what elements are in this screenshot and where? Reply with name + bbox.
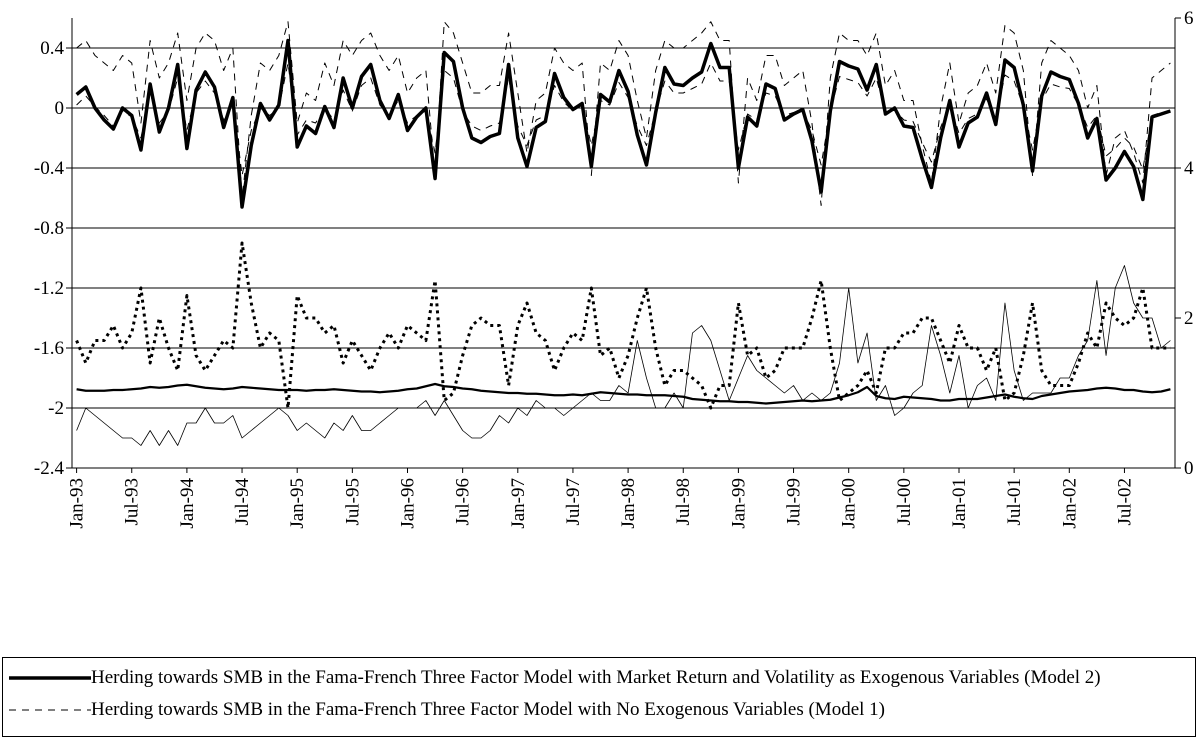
- y-tick-label: 0: [55, 98, 65, 119]
- y-tick-label: -1.6: [34, 338, 64, 359]
- x-tick-label: Jan-00: [839, 478, 860, 529]
- x-tick-label: Jul-95: [342, 478, 363, 526]
- x-tick-label: Jul-02: [1114, 478, 1135, 526]
- x-tick-label: Jan-93: [67, 478, 88, 529]
- legend-swatch: [9, 709, 91, 711]
- x-tick-label: Jan-97: [508, 478, 529, 529]
- x-tick-label: Jan-02: [1059, 478, 1080, 529]
- legend-swatch: [9, 676, 91, 680]
- y2-tick-label: 4: [1184, 158, 1194, 179]
- legend-entry: Herding towards SMB in the Fama-French T…: [3, 698, 1195, 722]
- series-line: [76, 62, 1171, 176]
- x-tick-label: Jul-94: [232, 478, 253, 526]
- y2-tick-label: 2: [1184, 308, 1194, 329]
- y-tick-label: 0.4: [40, 38, 64, 59]
- page: -2.4 -2 -1.6 -1.2 -0.8 -0.4 0 0.4 0 2 4 6 Jan-93 Jul-…: [2, 8, 1196, 737]
- x-tick-label: Jan-96: [397, 478, 418, 529]
- series-line: [76, 382, 1171, 405]
- y2-tick-label: 6: [1184, 8, 1194, 29]
- x-tick-label: Jul-96: [453, 478, 474, 526]
- y2-tick-label: 0: [1184, 458, 1194, 479]
- legend-label: Herding towards SMB in the Fama-French T…: [91, 667, 1101, 688]
- x-tick-label: Jul-00: [894, 478, 915, 526]
- y-tick-label: -2: [48, 398, 64, 419]
- series-line: [76, 265, 1171, 446]
- legend-label: Herding towards SMB in the Fama-French T…: [91, 699, 885, 720]
- x-tick-label: Jan-94: [177, 478, 198, 529]
- x-tick-label: Jul-01: [1004, 478, 1025, 526]
- series-line: [75, 241, 1171, 410]
- series-line: [76, 21, 1171, 206]
- x-tick-label: Jul-99: [784, 478, 805, 526]
- x-tick-label: Jul-97: [563, 478, 584, 526]
- x-tick-label: Jan-99: [728, 478, 749, 529]
- x-tick-label: Jan-98: [618, 478, 639, 529]
- x-tick-label: Jan-01: [949, 478, 970, 529]
- legend-entry: Herding towards SMB in the Fama-French T…: [3, 666, 1195, 690]
- y-tick-label: -0.4: [34, 158, 65, 179]
- x-tick-label: Jul-98: [673, 478, 694, 526]
- legend: Herding towards SMB in the Fama-French T…: [2, 657, 1196, 737]
- chart: -2.4 -2 -1.6 -1.2 -0.8 -0.4 0 0.4 0 2 4 6 Jan-93 Jul-…: [34, 8, 1194, 529]
- x-tick-label: Jan-95: [287, 478, 308, 529]
- y-tick-label: -2.4: [34, 458, 65, 479]
- y-tick-label: -1.2: [34, 278, 64, 299]
- x-tick-label: Jul-93: [122, 478, 143, 526]
- y-tick-label: -0.8: [34, 218, 64, 239]
